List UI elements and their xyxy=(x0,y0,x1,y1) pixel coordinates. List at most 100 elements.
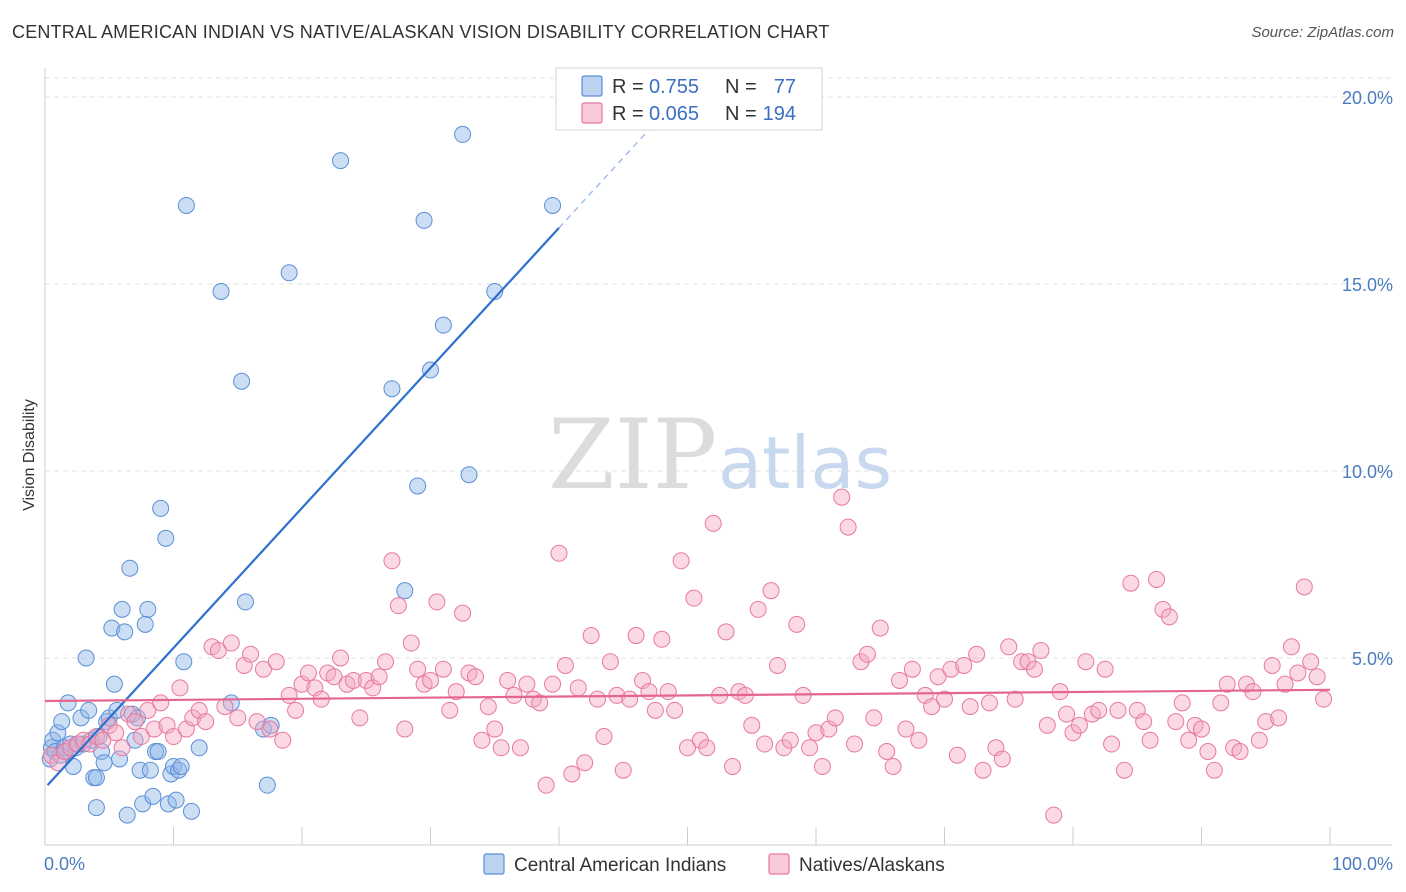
watermark-atlas: atlas xyxy=(718,421,892,505)
natives-alaskans-point-83 xyxy=(569,679,587,697)
natives-alaskans-point-80 xyxy=(550,544,568,562)
natives-alaskans-point-159 xyxy=(1058,705,1076,723)
natives-alaskans-point-65 xyxy=(454,604,472,622)
natives-alaskans-point-117 xyxy=(788,615,806,633)
natives-alaskans-point-14 xyxy=(126,713,144,731)
central-american-indians-point-73 xyxy=(434,316,452,334)
natives-alaskans-point-119 xyxy=(801,739,819,757)
natives-alaskans-point-151 xyxy=(1006,690,1024,708)
natives-alaskans-point-61 xyxy=(428,593,446,611)
natives-alaskans-point-191 xyxy=(1263,656,1281,674)
natives-alaskans-point-162 xyxy=(1077,653,1095,671)
natives-alaskans-point-53 xyxy=(377,653,395,671)
natives-alaskans-point-111 xyxy=(749,600,767,618)
central-american-indians-point-48 xyxy=(157,529,175,547)
natives-alaskans-point-72 xyxy=(499,671,517,689)
x-tick-label-max: 100.0% xyxy=(1332,854,1393,874)
natives-alaskans-point-90 xyxy=(614,761,632,779)
y-tick-label-3: 15.0% xyxy=(1342,275,1393,295)
central-american-indians-point-44 xyxy=(144,787,162,805)
natives-alaskans-point-182 xyxy=(1205,761,1223,779)
natives-alaskans-point-94 xyxy=(640,683,658,701)
natives-alaskans-point-130 xyxy=(871,619,889,637)
natives-alaskans-point-49 xyxy=(351,709,369,727)
trend-line-natives-alaskans xyxy=(44,688,1331,703)
natives-alaskans-point-17 xyxy=(145,720,163,738)
natives-alaskans-point-183 xyxy=(1212,694,1230,712)
natives-alaskans-point-57 xyxy=(402,634,420,652)
natives-alaskans-point-15 xyxy=(132,728,150,746)
natives-alaskans-point-77 xyxy=(531,694,549,712)
natives-alaskans-point-12 xyxy=(113,739,131,757)
natives-alaskans-point-86 xyxy=(589,690,607,708)
natives-alaskans-point-9 xyxy=(94,731,112,749)
central-american-indians-point-29 xyxy=(105,675,123,693)
central-american-indians-point-25 xyxy=(95,754,113,772)
natives-alaskans-point-192 xyxy=(1270,709,1288,727)
central-american-indians-point-61 xyxy=(233,372,251,390)
natives-alaskans-point-33 xyxy=(248,713,266,731)
natives-alaskans-point-142 xyxy=(948,746,966,764)
natives-alaskans-point-34 xyxy=(254,660,272,678)
central-american-indians-point-18 xyxy=(80,701,98,719)
x-tick-labels: 0.0% 100.0% xyxy=(44,854,1393,874)
central-american-indians-point-7 xyxy=(53,713,71,731)
axes xyxy=(44,68,1392,846)
series-natives-alaskans xyxy=(42,488,1333,824)
central-american-indians-point-33 xyxy=(116,623,134,641)
natives-alaskans-point-58 xyxy=(409,660,427,678)
natives-alaskans-point-178 xyxy=(1180,731,1198,749)
natives-alaskans-point-74 xyxy=(511,739,529,757)
watermark: ZIP atlas xyxy=(548,399,892,511)
legend-swatch-pink xyxy=(581,102,603,124)
natives-alaskans-point-128 xyxy=(858,645,876,663)
natives-alaskans-point-156 xyxy=(1038,716,1056,734)
chart-title: CENTRAL AMERICAN INDIAN VS NATIVE/ALASKA… xyxy=(12,22,830,42)
natives-alaskans-point-82 xyxy=(563,765,581,783)
natives-alaskans-point-36 xyxy=(267,653,285,671)
natives-alaskans-point-169 xyxy=(1122,574,1140,592)
natives-alaskans-point-103 xyxy=(698,739,716,757)
natives-alaskans-point-62 xyxy=(434,660,452,678)
natives-alaskans-point-139 xyxy=(929,668,947,686)
legend-swatch-natives-alaskans xyxy=(768,853,790,875)
natives-alaskans-point-68 xyxy=(473,731,491,749)
natives-alaskans-point-116 xyxy=(781,731,799,749)
natives-alaskans-point-149 xyxy=(993,750,1011,768)
central-american-indians-point-62 xyxy=(236,593,254,611)
natives-alaskans-point-78 xyxy=(537,776,555,794)
natives-alaskans-point-101 xyxy=(685,589,703,607)
natives-alaskans-point-198 xyxy=(1308,668,1326,686)
natives-alaskans-point-97 xyxy=(659,683,677,701)
natives-alaskans-point-67 xyxy=(466,668,484,686)
natives-alaskans-point-171 xyxy=(1135,713,1153,731)
natives-alaskans-point-173 xyxy=(1148,570,1166,588)
central-american-indians-point-39 xyxy=(131,761,149,779)
central-american-indians-point-42 xyxy=(139,600,157,618)
natives-alaskans-point-37 xyxy=(274,731,292,749)
central-american-indians-point-69 xyxy=(396,582,414,600)
natives-alaskans-point-145 xyxy=(968,645,986,663)
natives-alaskans-point-54 xyxy=(383,552,401,570)
natives-alaskans-point-125 xyxy=(839,518,857,536)
natives-alaskans-point-188 xyxy=(1244,683,1262,701)
natives-alaskans-point-39 xyxy=(287,701,305,719)
natives-alaskans-point-30 xyxy=(229,709,247,727)
natives-alaskans-point-63 xyxy=(441,701,459,719)
natives-alaskans-point-106 xyxy=(717,623,735,641)
natives-alaskans-point-155 xyxy=(1032,642,1050,660)
legend-swatch-central-american-indians xyxy=(483,853,505,875)
y-tick-label-4: 20.0% xyxy=(1342,88,1393,108)
central-american-indians-point-10 xyxy=(59,694,77,712)
natives-alaskans-point-166 xyxy=(1103,735,1121,753)
central-american-indians-point-67 xyxy=(332,152,350,170)
natives-alaskans-point-141 xyxy=(942,660,960,678)
natives-alaskans-point-46 xyxy=(332,649,350,667)
natives-alaskans-point-60 xyxy=(422,671,439,689)
central-american-indians-point-32 xyxy=(113,600,131,618)
y-tick-labels: 5.0% 10.0% 15.0% 20.0% xyxy=(1342,88,1393,669)
natives-alaskans-point-124 xyxy=(833,488,851,506)
natives-alaskans-point-120 xyxy=(807,724,825,742)
natives-alaskans-point-143 xyxy=(955,656,973,674)
watermark-zip: ZIP xyxy=(548,399,717,511)
